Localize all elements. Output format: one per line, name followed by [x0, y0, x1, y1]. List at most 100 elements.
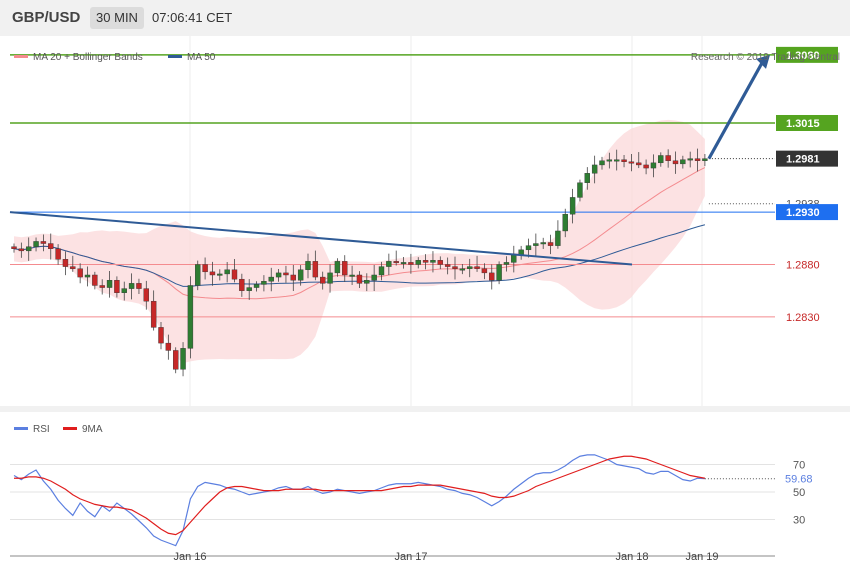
candle-body — [158, 327, 164, 344]
candle-body — [628, 161, 635, 164]
date-label-1: Jan 17 — [394, 551, 427, 563]
level-label-1.2830: 1.2830 — [786, 312, 820, 324]
candle-body — [26, 246, 32, 252]
candle-body — [430, 260, 436, 263]
level-badge-1.3015 — [776, 114, 838, 131]
candle-body — [11, 246, 17, 249]
candle-body — [459, 268, 466, 271]
candle-body — [356, 274, 363, 284]
clock-readout: 07:06:41 CET — [152, 10, 233, 25]
legend-rsi: RSI — [33, 424, 50, 435]
candle-body — [547, 242, 554, 246]
candle-body — [621, 159, 627, 162]
forecast-arrow-shaft — [707, 62, 764, 160]
candle-body — [261, 281, 267, 285]
price-panel: 1.30801.30151.29811.29381.29301.28801.28… — [0, 36, 850, 406]
rsi-panel: 30 50 70 Jan 16 Jan 17 Jan 18 Jan 19 59.68 RSI … — [0, 412, 850, 576]
candle-body — [364, 280, 370, 284]
candle-body — [694, 158, 701, 161]
candle-body — [591, 164, 598, 174]
date-label-2: Jan 18 — [615, 551, 648, 563]
date-label-0: Jan 16 — [173, 551, 206, 563]
candle-body — [658, 155, 664, 164]
candle-body — [452, 266, 458, 269]
date-label-3: Jan 19 — [685, 551, 718, 563]
price-chart: 1.30801.30151.29811.29381.29301.28801.28… — [9, 36, 840, 406]
candle-body — [599, 160, 605, 166]
copyright-text: Research © 2019 Trading Central — [691, 52, 840, 63]
candle-body — [268, 276, 274, 282]
candle-body — [283, 272, 289, 276]
rsi-last-value: 59.68 — [785, 474, 813, 486]
candle-body — [209, 271, 216, 276]
rsi-axis-label: 50 — [793, 487, 805, 499]
candle-body — [687, 158, 693, 161]
candle-body — [55, 248, 61, 260]
candle-body — [422, 260, 429, 263]
candle-body — [540, 242, 546, 245]
candle-body — [84, 274, 91, 278]
level-badge-1.2981 — [776, 150, 838, 167]
candle-body — [92, 274, 98, 286]
candle-body — [143, 288, 150, 302]
candle-body — [437, 260, 443, 265]
candle-body — [636, 162, 642, 166]
level-label-1.3015: 1.3015 — [786, 118, 820, 130]
candle-body — [320, 276, 326, 284]
candle-body — [121, 288, 127, 293]
candle-body — [400, 262, 407, 265]
candle-body — [114, 280, 120, 293]
candle-body — [33, 241, 39, 247]
candle-body — [202, 264, 208, 273]
trendline — [9, 211, 633, 266]
candle-body — [606, 159, 613, 162]
candle-body — [577, 182, 583, 198]
timeframe-button[interactable]: 30 MIN — [90, 7, 144, 29]
candle-body — [393, 261, 399, 264]
candle-body — [584, 173, 590, 183]
candle-body — [533, 243, 539, 246]
candle-body — [40, 241, 47, 244]
symbol-label: GBP/USD — [12, 9, 81, 26]
legend-ma50: MA 50 — [187, 52, 216, 63]
candle-body — [643, 164, 649, 169]
candle-body — [18, 248, 25, 252]
candle-body — [195, 264, 201, 286]
level-label-1.2930: 1.2930 — [786, 207, 820, 219]
rsi-chart: 30 50 70 Jan 16 Jan 17 Jan 18 Jan 19 59.68 RSI … — [10, 424, 813, 563]
candle-body — [312, 261, 319, 278]
candle-body — [444, 264, 451, 267]
candle-body — [496, 264, 502, 281]
candle-body — [569, 197, 576, 215]
candle-body — [349, 274, 355, 277]
level-badge-1.3080 — [776, 46, 838, 63]
candle-body — [415, 260, 421, 265]
candle-body — [665, 155, 671, 161]
candle-body — [165, 342, 172, 351]
candle-body — [334, 261, 341, 274]
candle-body — [224, 269, 230, 275]
candle-body — [48, 243, 54, 249]
level-label-1.3080: 1.3080 — [786, 50, 820, 62]
candle-body — [275, 272, 282, 278]
candle-body — [187, 285, 194, 349]
candle-body — [672, 160, 679, 165]
candle-body — [503, 262, 510, 265]
candle-body — [481, 268, 488, 274]
chart-header: GBP/USD 30 MIN 07:06:41 CET — [0, 0, 850, 36]
candle-body — [217, 273, 223, 276]
candle-body — [253, 284, 260, 288]
candle-body — [408, 262, 414, 265]
candle-body — [128, 283, 135, 289]
legend-swatch-rsi — [14, 427, 28, 430]
legend-swatch-ma20 — [14, 55, 28, 58]
bollinger-band — [14, 119, 705, 364]
candle-body — [511, 254, 517, 263]
candle-body — [555, 230, 561, 246]
candle-body — [62, 259, 69, 267]
rsi-axis-label: 70 — [793, 460, 805, 472]
level-label-1.2880: 1.2880 — [786, 259, 820, 271]
legend-ma-bollinger: MA 20 + Bollinger Bands — [33, 52, 143, 63]
candle-body — [467, 266, 473, 269]
